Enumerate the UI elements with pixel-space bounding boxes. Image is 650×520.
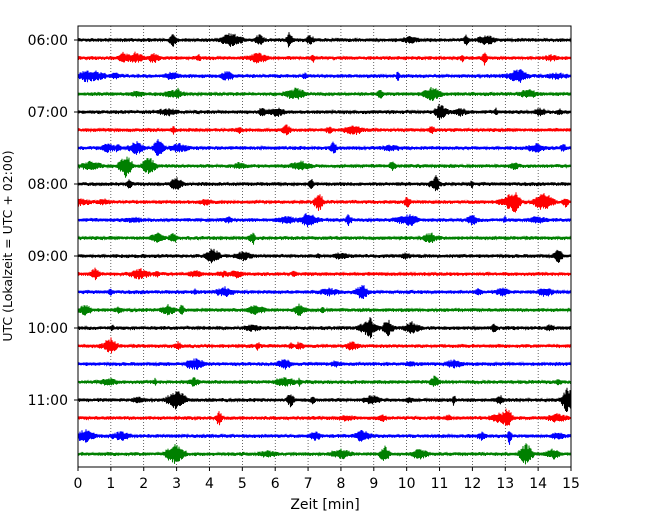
x-axis-label: Zeit [min] bbox=[290, 497, 359, 513]
trace-0900 bbox=[77, 248, 572, 264]
trace-1145 bbox=[77, 443, 572, 465]
y-axis-label: UTC (Lokalzeit = UTC + 02:00) bbox=[0, 150, 15, 341]
x-tick-label-4: 4 bbox=[205, 476, 214, 492]
x-tick-label-2: 2 bbox=[139, 476, 148, 492]
x-axis-ticks: 0 1 2 3 4 5 6 7 8 9 10 11 12 13 14 15 bbox=[74, 467, 580, 492]
trace-0645 bbox=[77, 86, 572, 102]
x-tick-label-13: 13 bbox=[496, 476, 514, 492]
trace-1115 bbox=[77, 408, 572, 426]
trace-0730 bbox=[77, 139, 572, 156]
trace-0745 bbox=[77, 156, 572, 178]
trace-0715 bbox=[77, 124, 572, 136]
y-tick-label-5: 11:00 bbox=[28, 393, 68, 409]
trace-0830 bbox=[77, 213, 572, 228]
trace-0815 bbox=[77, 192, 572, 213]
x-tick-label-15: 15 bbox=[562, 476, 580, 492]
y-tick-label-4: 10:00 bbox=[28, 321, 68, 337]
trace-1030 bbox=[77, 358, 572, 370]
x-tick-label-10: 10 bbox=[398, 476, 416, 492]
trace-1100 bbox=[77, 387, 572, 413]
x-tick-label-7: 7 bbox=[304, 476, 313, 492]
y-tick-label-2: 08:00 bbox=[28, 177, 68, 193]
x-tick-label-12: 12 bbox=[463, 476, 481, 492]
x-tick-label-11: 11 bbox=[431, 476, 449, 492]
plot-frame bbox=[77, 25, 572, 468]
trace-0845 bbox=[77, 232, 572, 245]
trace-0800 bbox=[77, 175, 572, 192]
x-tick-label-0: 0 bbox=[74, 476, 83, 492]
trace-1130 bbox=[77, 429, 572, 445]
trace-0600 bbox=[77, 32, 572, 48]
trace-0630 bbox=[77, 69, 572, 83]
y-axis-ticks: 06:00 07:00 08:00 09:00 10:00 11:00 bbox=[28, 33, 78, 409]
x-tick-label-9: 9 bbox=[369, 476, 378, 492]
trace-1045 bbox=[77, 375, 572, 387]
trace-0615 bbox=[77, 51, 572, 66]
trace-0930 bbox=[77, 284, 572, 300]
x-tick-label-6: 6 bbox=[271, 476, 280, 492]
seismic-traces bbox=[77, 32, 572, 465]
y-tick-label-3: 09:00 bbox=[28, 249, 68, 265]
x-tick-label-1: 1 bbox=[106, 476, 115, 492]
x-tick-label-5: 5 bbox=[238, 476, 247, 492]
x-tick-label-8: 8 bbox=[336, 476, 345, 492]
y-tick-label-0: 06:00 bbox=[28, 33, 68, 49]
trace-0945 bbox=[77, 303, 572, 316]
trace-0915 bbox=[77, 267, 572, 281]
trace-0700 bbox=[77, 103, 572, 121]
trace-1000 bbox=[77, 317, 572, 339]
trace-1015 bbox=[77, 337, 572, 354]
x-tick-label-3: 3 bbox=[172, 476, 181, 492]
x-tick-label-14: 14 bbox=[529, 476, 547, 492]
y-tick-label-1: 07:00 bbox=[28, 105, 68, 121]
